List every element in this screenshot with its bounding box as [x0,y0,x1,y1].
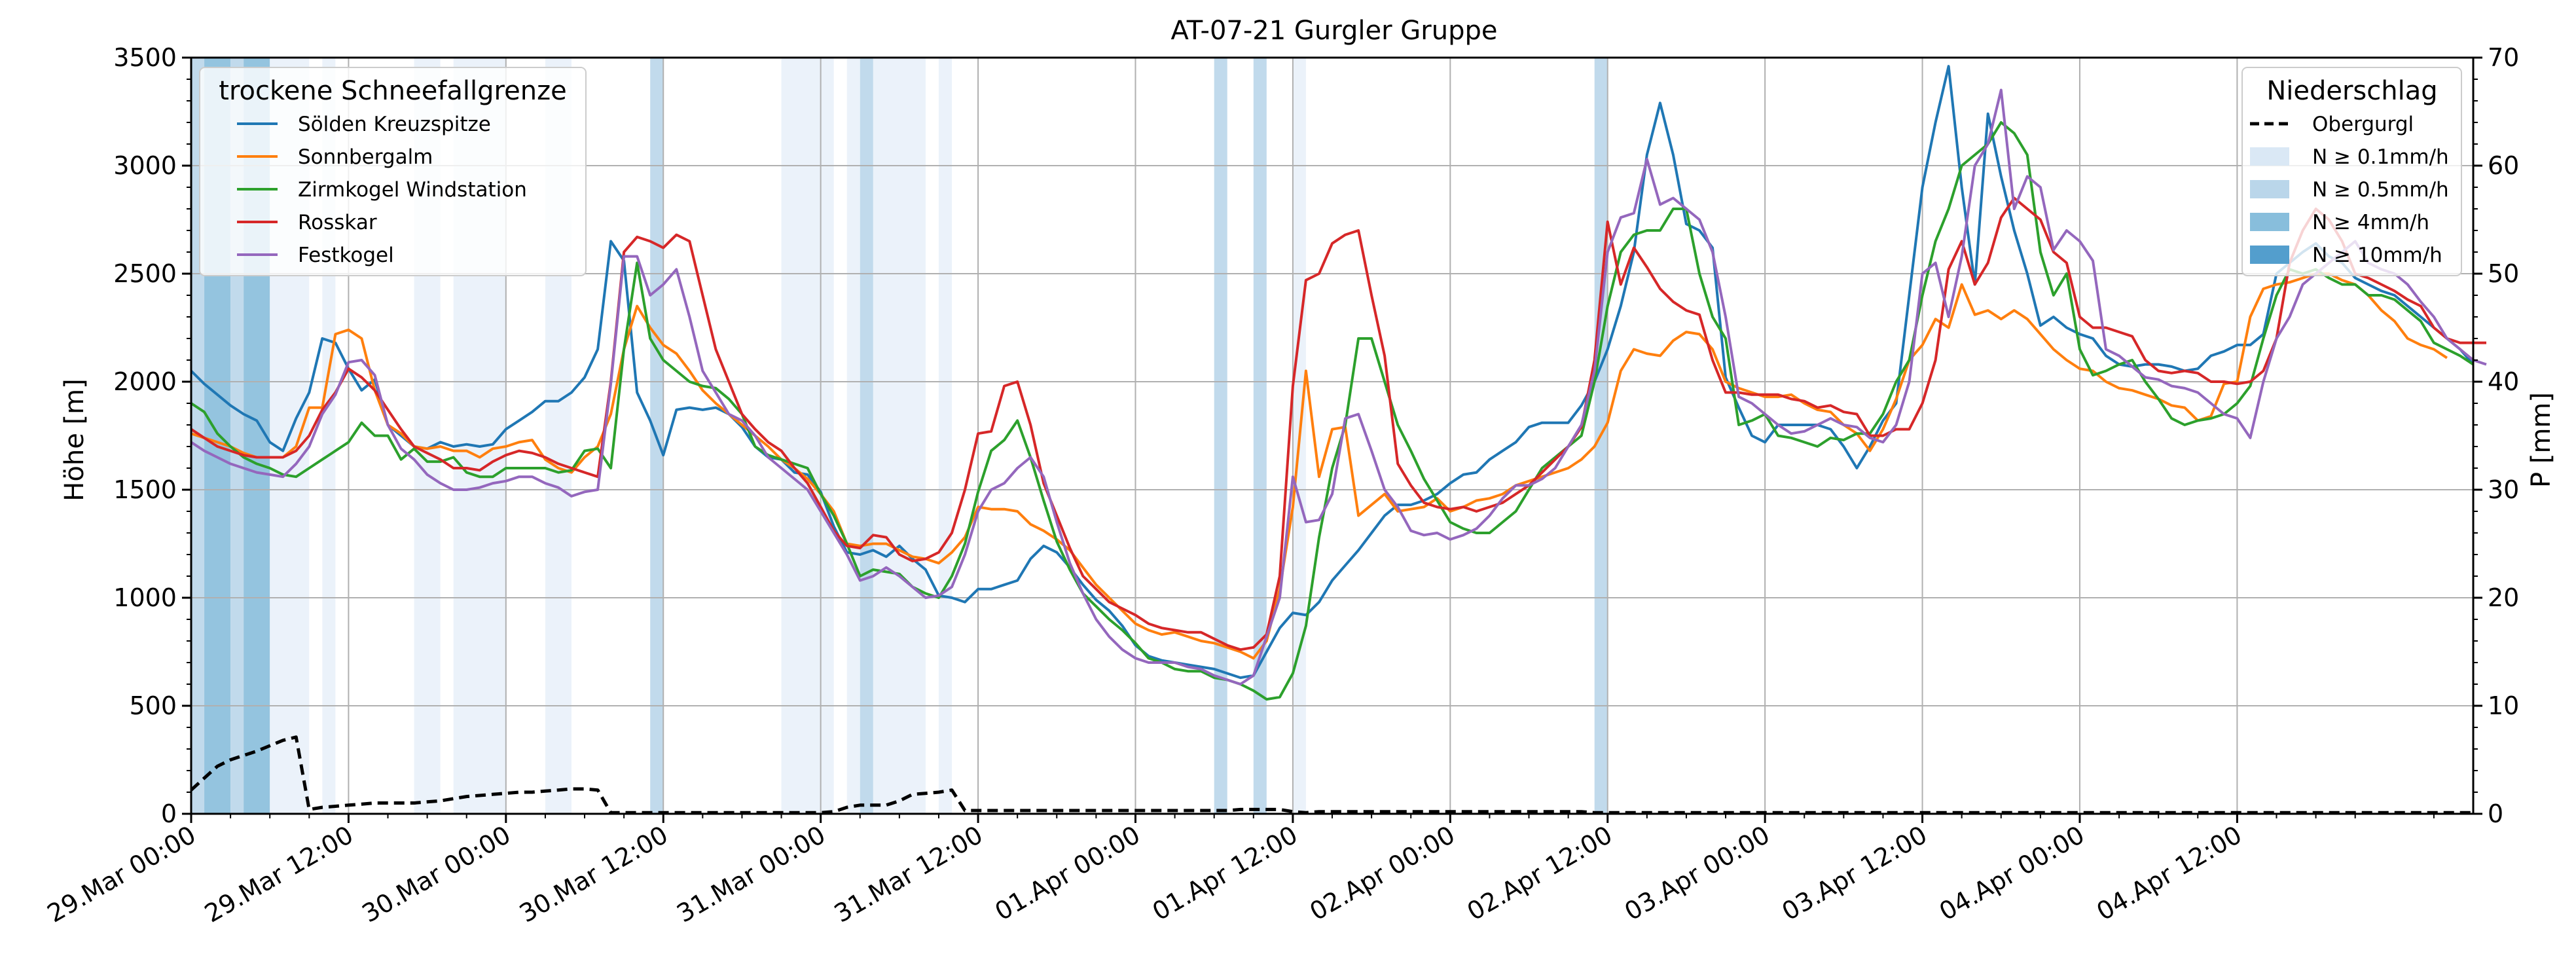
y2-tick-label: 0 [2488,799,2503,828]
y-tick-label: 2000 [113,367,177,396]
series-line-obergurgl [190,735,2473,814]
legend-precip-label: Obergurgl [2312,113,2414,136]
series-line-zirmkogel-windstation [190,121,2475,701]
y-tick-label: 1000 [113,583,177,612]
series-line-festkogel [190,88,2487,685]
y-tick-label: 1500 [113,475,177,504]
series-line-s-lden-kreuzspitze [190,65,2475,680]
precip-band [1253,58,1267,814]
legend-precip-swatch [2250,213,2289,231]
y2-tick-label: 20 [2488,583,2519,612]
legend-precip-swatch [2250,180,2289,198]
legend-precip-title: Niederschlag [2266,76,2437,106]
legend-snow-label: Zirmkogel Windstation [298,178,527,202]
legend-snow-items: Sölden Kreuzspitze Sonnbergalm Zirmkogel W… [237,113,527,267]
legend-precip-label: N ≥ 0.1mm/h [2312,145,2449,169]
precip-band [1214,58,1227,814]
y2-tick-label: 10 [2488,691,2519,720]
legend-snow-frame [199,67,587,276]
series-layer [190,65,2487,814]
precip-band [846,58,860,814]
legend-precip-items: Obergurgl N ≥ 0.1mm/h N ≥ 0.5mm/h N ≥ 4mm/h… [2250,113,2449,267]
y-tick-label: 0 [161,799,177,828]
precip-band [781,58,834,814]
legend-snow-label: Sölden Kreuzspitze [298,113,491,136]
legend-snow: trockene Schneefallgrenze Sölden Kreuzsp… [199,67,587,276]
precip-band [860,58,873,814]
y-tick-label: 3000 [113,151,177,180]
y-tick-label: 3500 [113,43,177,72]
precip-band [873,58,926,814]
legend-precip-frame [2241,67,2462,276]
chart-title: AT-07-21 Gurgler Gruppe [1171,16,1498,46]
precip-band [938,58,952,814]
legend-snow-label: Rosskar [298,211,377,234]
legend-snow-title: trockene Schneefallgrenze [219,76,566,106]
legend-snow-label: Sonnbergalm [298,145,433,169]
y-axis-title: Höhe [m] [60,378,90,501]
y2-tick-label: 40 [2488,367,2519,396]
legend-precip: Niederschlag Obergurgl N ≥ 0.1mm/h N ≥ 0.5… [2241,67,2462,276]
legend-precip-label: N ≥ 4mm/h [2312,211,2429,234]
legend-snow-label: Festkogel [298,244,394,267]
y2-tick-label: 30 [2488,475,2519,504]
y2-tick-label: 50 [2488,259,2519,288]
y-tick-label: 2500 [113,259,177,288]
legend-precip-label: N ≥ 0.5mm/h [2312,178,2449,202]
legend-precip-label: N ≥ 10mm/h [2312,244,2442,267]
legend-precip-swatch [2250,147,2289,166]
y2-tick-label: 70 [2488,43,2519,72]
y2-tick-label: 60 [2488,151,2519,180]
legend-precip-swatch [2250,246,2289,264]
y-tick-label: 500 [129,691,177,720]
y2-axis-title: P [mm] [2526,392,2556,488]
